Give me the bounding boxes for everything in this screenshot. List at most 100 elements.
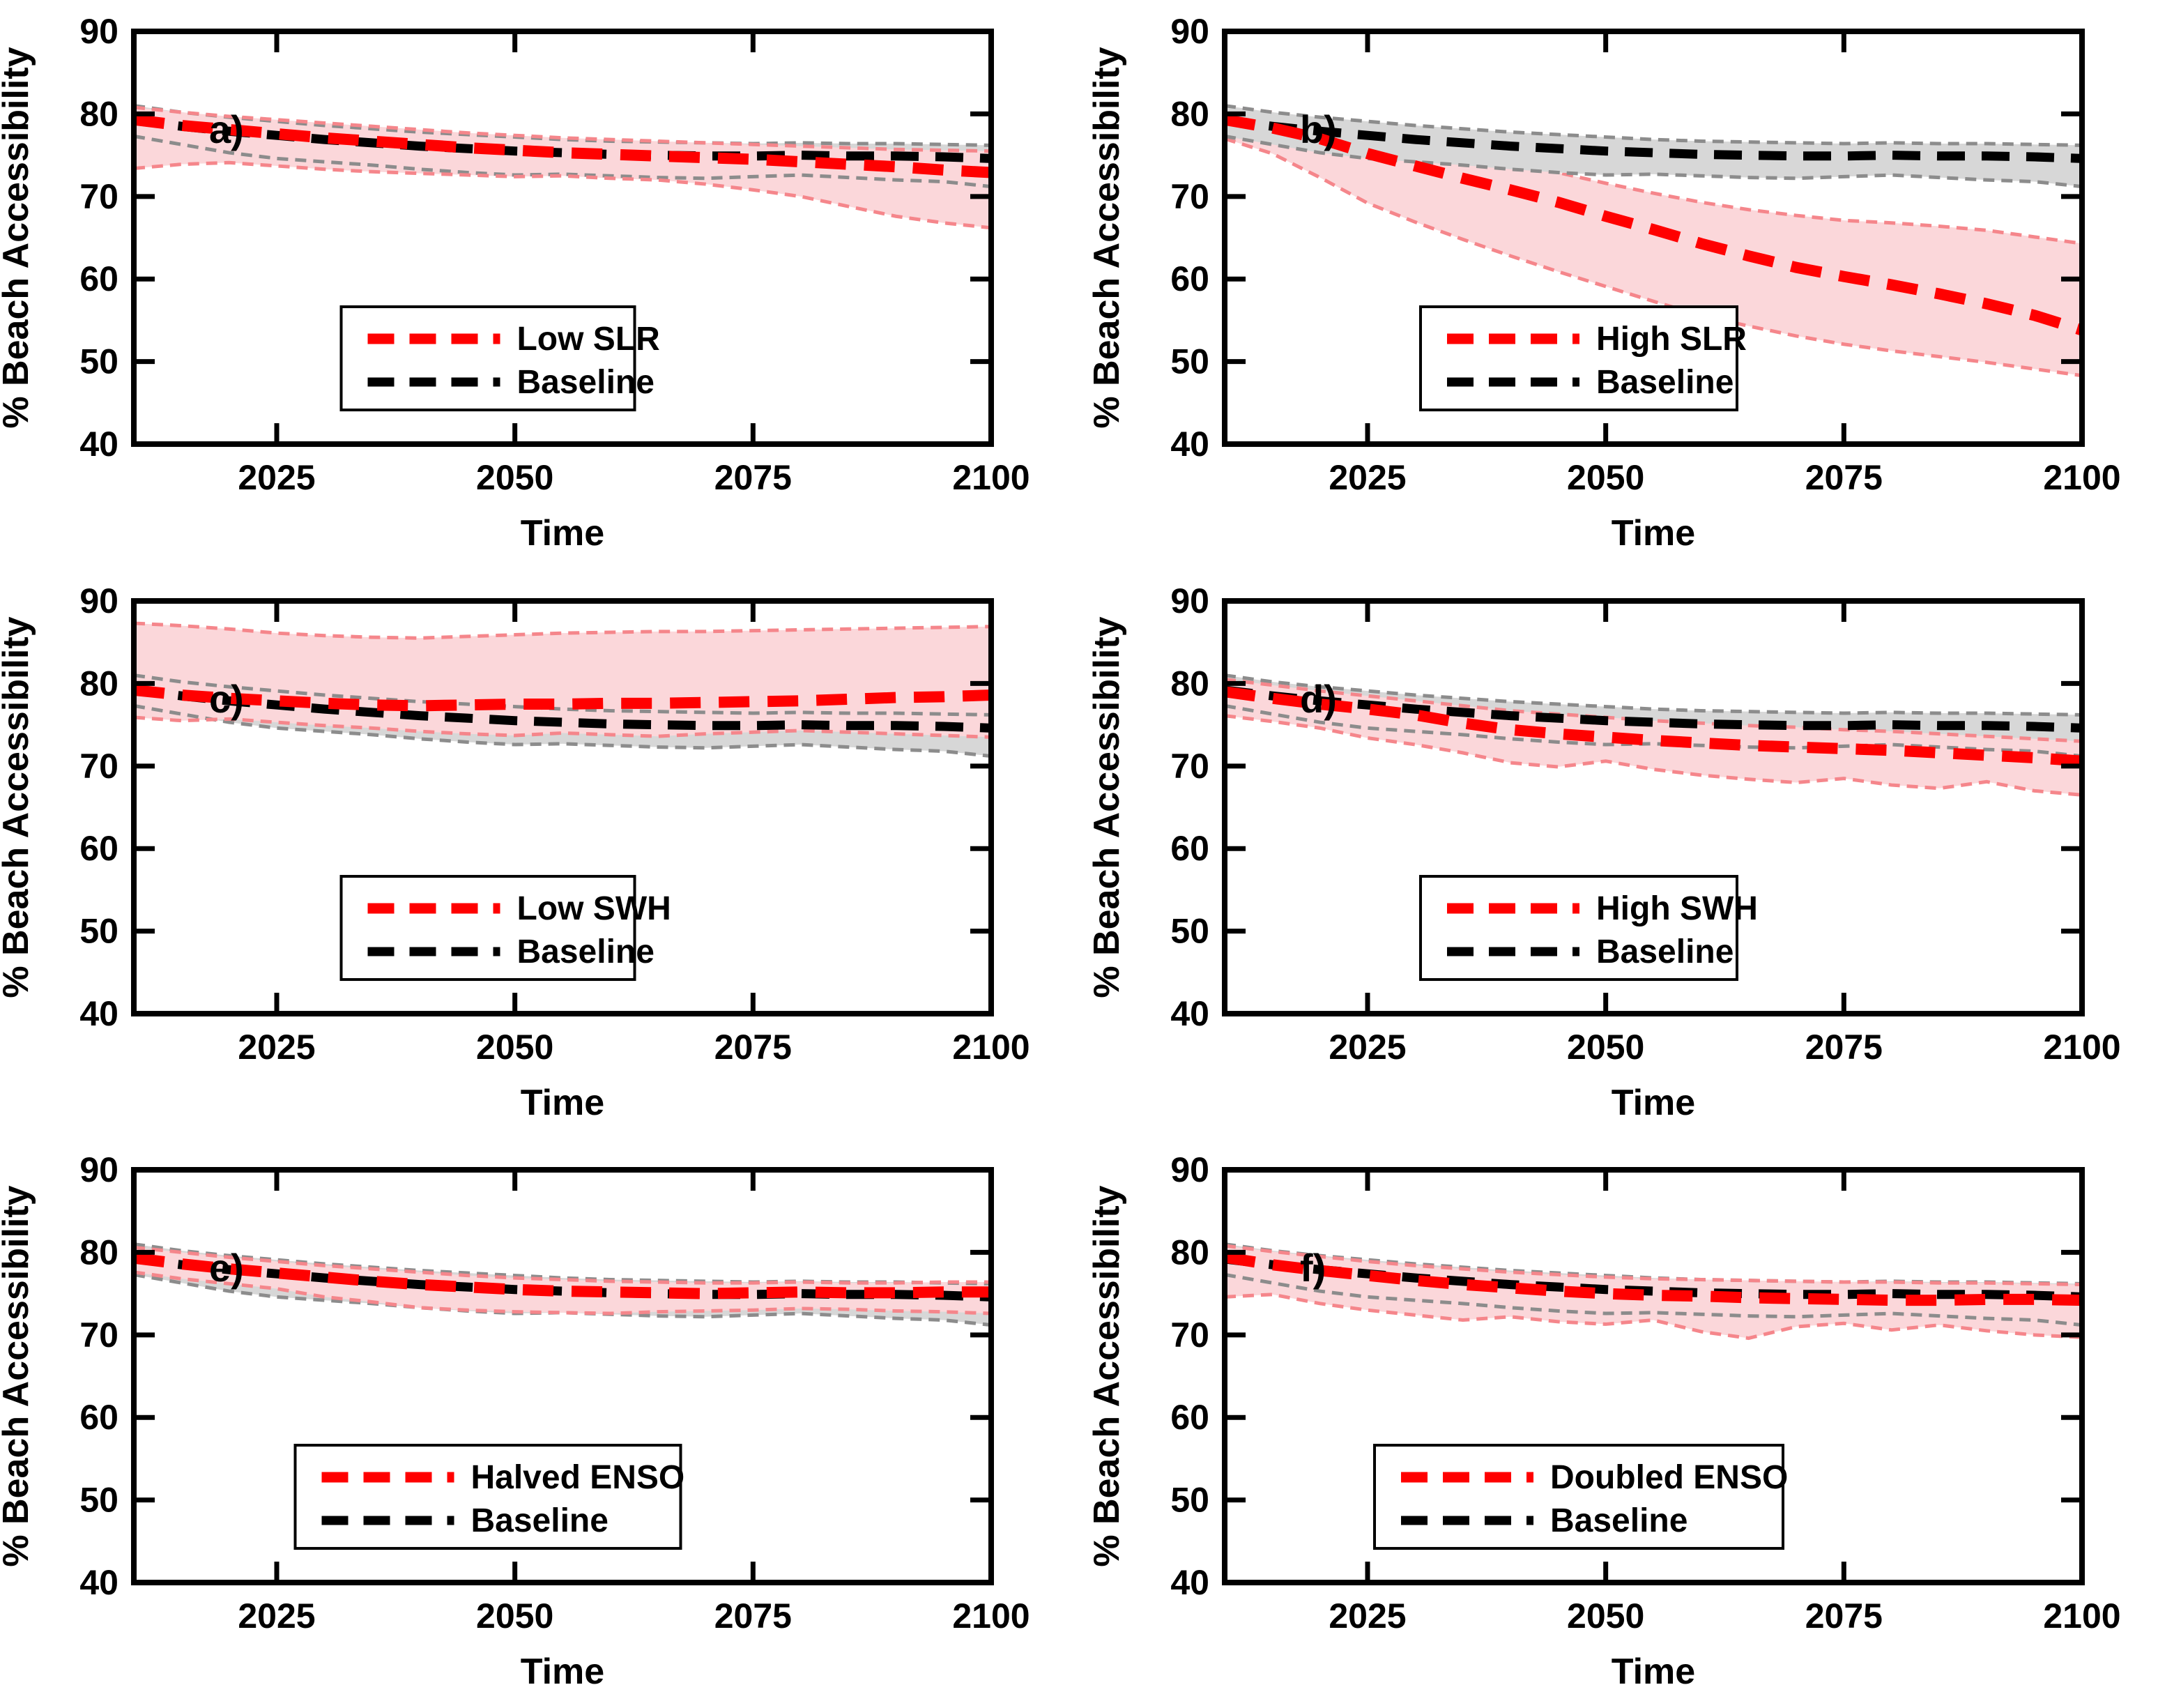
plot-box [131,29,994,448]
plot-box [131,1167,994,1586]
x-tick-label: 2025 [238,1028,315,1067]
scenario-band-upper-edge [1224,677,2082,743]
scenario-band-lower-edge [1223,137,2082,378]
panel-letter: c) [209,677,244,721]
y-tick-label: 70 [79,177,118,216]
y-tick-label: 50 [1170,342,1209,381]
y-tick-label: 40 [79,425,118,464]
x-tick-label: 2050 [476,1028,553,1067]
y-tick-label: 60 [1170,829,1209,868]
x-tick-label: 2100 [2043,1028,2120,1067]
legend-baseline-label: Baseline [517,364,655,401]
scenario-band-upper-edge [133,621,992,640]
x-axis-label: Time [521,513,604,554]
panel-d-high-swh: 2025 2050 2075 2100 40 50 60 70 80 90 Time % Beach … [1091,581,2121,1123]
baseline-band-lower-edge [1224,1273,2082,1327]
legend-scenario-label: High SWH [1596,890,1758,927]
baseline-line [1223,685,2082,733]
x-tick-label: 2025 [238,458,315,497]
legend-baseline-label: Baseline [1550,1502,1688,1539]
baseline-band-upper-edge [1224,673,2082,717]
legend-baseline-label: Baseline [471,1502,609,1539]
x-axis-label: Time [1611,1652,1694,1692]
y-tick-label: 80 [79,1233,118,1272]
panel-a-low-slr: 2025 2050 2075 2100 40 50 60 70 80 90 Time % Beach … [0,12,1030,554]
y-tick-label: 60 [79,829,118,868]
y-tick-label: 90 [1170,1150,1209,1189]
x-tick-label: 2100 [2043,1596,2120,1635]
x-axis-label: Time [1611,513,1694,554]
x-tick-label: 2100 [2043,458,2120,497]
y-tick-label: 50 [79,342,118,381]
y-tick-label: 90 [1170,581,1209,620]
y-tick-label: 80 [79,664,118,703]
y-tick-label: 40 [79,1563,118,1602]
x-tick-label: 2050 [476,458,553,497]
legend: High SLR Baseline [1418,305,1746,412]
y-tick-label: 40 [79,994,118,1033]
plot-box [131,597,994,1016]
baseline-band-lower-edge [1224,703,2082,758]
y-tick-label: 60 [1170,1398,1209,1438]
baseline-line [133,116,992,163]
legend: Halved ENSO Baseline [293,1444,685,1550]
baseline-band [1224,105,2082,187]
legend-box [1418,874,1738,981]
legend-box [339,874,636,981]
baseline-band-upper-edge [1224,104,2082,147]
x-tick-label: 2025 [1329,1596,1406,1635]
panel-c-low-swh: 2025 2050 2075 2100 40 50 60 70 80 90 Time % Beach … [0,581,1030,1123]
legend-baseline-label: Baseline [1596,933,1734,970]
y-tick-label: 60 [79,1398,118,1438]
baseline-line [133,1254,992,1302]
y-tick-label: 70 [79,1316,118,1355]
x-tick-label: 2025 [238,1596,315,1635]
y-tick-label: 70 [79,746,118,785]
y-tick-label: 40 [1170,994,1209,1033]
y-tick-label: 80 [1170,1233,1209,1272]
x-axis-label: Time [521,1083,604,1123]
y-tick-label: 50 [79,911,118,950]
baseline-band-upper-edge [133,104,992,147]
baseline-line [1223,1254,2082,1302]
y-tick-label: 70 [1170,1316,1209,1355]
scenario-band-lower-edge [133,715,992,739]
baseline-band-lower-edge [133,703,992,758]
x-tick-label: 2050 [1567,1596,1644,1635]
scenario-band-lower-edge [133,1270,992,1316]
panel-b-high-slr: 2025 2050 2075 2100 40 50 60 70 80 90 Time % Beach … [1091,12,2121,554]
scenario-band-upper-edge [133,1246,991,1286]
x-tick-label: 2100 [952,1028,1030,1067]
legend-baseline-label: Baseline [1596,364,1734,401]
baseline-band-lower-edge [1224,134,2082,189]
x-tick-label: 2075 [714,458,792,497]
panel-letter: a) [209,107,244,151]
scenario-band [1224,1246,2082,1339]
legend: Low SWH Baseline [339,874,671,981]
y-tick-label: 40 [1170,425,1209,464]
legend-scenario-label: Halved ENSO [471,1459,685,1496]
x-tick-label: 2100 [952,1596,1030,1635]
scenario-band-upper-edge [133,105,992,153]
x-tick-label: 2075 [1805,1596,1882,1635]
baseline-line [133,685,992,733]
scenario-band-upper-edge [1224,1244,2082,1287]
panel-letter: b) [1300,107,1337,151]
scenario-band-lower-edge [133,160,992,230]
y-tick-label: 50 [1170,911,1209,950]
legend-scenario-label: Low SLR [517,321,660,358]
panel-letter: d) [1300,677,1337,721]
y-axis-label: % Beach Accessibility [0,1186,36,1567]
y-tick-label: 60 [79,259,118,298]
y-tick-label: 90 [79,1150,118,1189]
panel-e-halved-enso: 2025 2050 2075 2100 40 50 60 70 80 90 Time % Beach … [0,1150,1030,1692]
baseline-line [1223,116,2082,163]
baseline-band-lower-edge [133,1273,992,1327]
legend: Low SLR Baseline [339,305,660,412]
legend-box [339,305,636,412]
x-axis-label: Time [521,1652,604,1692]
y-axis-label: % Beach Accessibility [1091,47,1127,428]
x-axis-label: Time [1611,1083,1694,1123]
y-tick-label: 50 [79,1481,118,1520]
